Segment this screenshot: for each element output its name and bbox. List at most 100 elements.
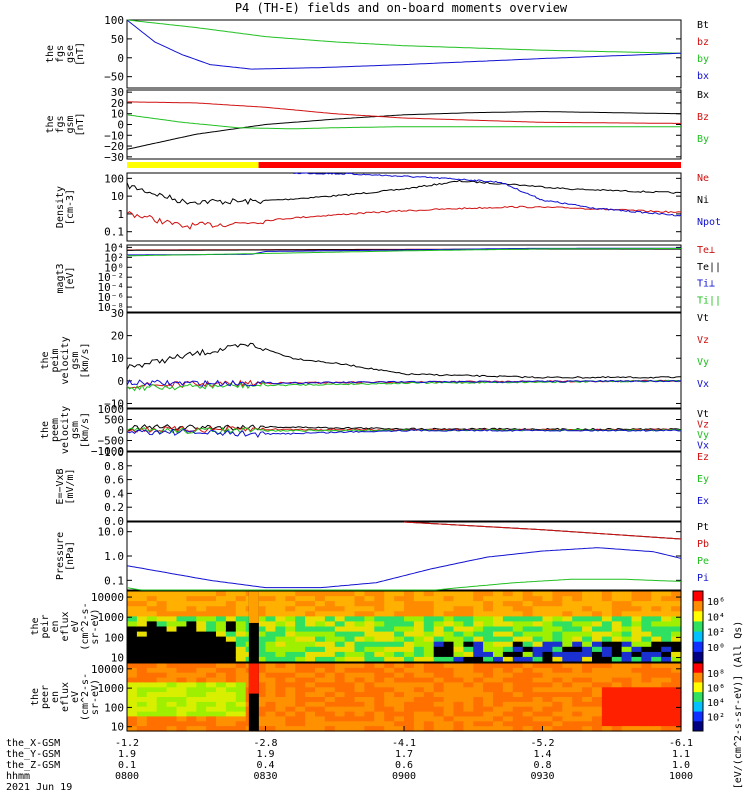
heatmap-cell <box>206 626 217 633</box>
heatmap-cell <box>651 706 662 713</box>
heatmap-cell <box>285 677 296 684</box>
legend-ne: Ne <box>697 173 709 184</box>
y-axis-label: peim <box>50 348 61 372</box>
heatmap-cell <box>295 663 306 669</box>
heatmap-cell <box>463 682 474 688</box>
heatmap-cell <box>552 706 563 713</box>
heatmap-cell <box>611 726 623 732</box>
heatmap-cell <box>552 636 563 643</box>
heatmap-cell <box>324 667 336 674</box>
heatmap-cell <box>275 646 286 653</box>
heatmap-cell <box>127 682 138 688</box>
heatmap-cell <box>146 701 158 708</box>
heatmap-cell <box>413 626 425 633</box>
heatmap-cell <box>206 646 217 653</box>
heatmap-cell <box>463 687 474 693</box>
y-tick-label: 10⁻⁴ <box>98 281 125 294</box>
heatmap-cell <box>166 711 178 718</box>
heatmap-cell <box>315 621 326 628</box>
heatmap-cell <box>136 687 148 693</box>
heatmap-cell <box>512 636 524 643</box>
heatmap-cell <box>661 626 672 633</box>
heatmap-cell <box>295 656 306 663</box>
heatmap-cell <box>156 656 168 663</box>
heatmap-cell <box>334 651 346 658</box>
heatmap-cell <box>601 591 613 597</box>
colorbar-tick: 10⁴ <box>707 612 725 623</box>
heatmap-cell <box>582 641 593 648</box>
heatmap-cell <box>562 711 573 718</box>
heatmap-cell <box>146 721 158 727</box>
heatmap-cell <box>295 641 306 648</box>
heatmap-cell <box>601 651 613 658</box>
heatmap-cell <box>671 596 682 602</box>
series-ti <box>127 248 681 257</box>
heatmap-cell <box>532 667 544 674</box>
heatmap-cell <box>542 711 553 718</box>
heatmap-cell <box>542 663 553 669</box>
y-tick-label: −500 <box>98 435 125 448</box>
heatmap-cell <box>493 682 504 688</box>
legend-vt: Vt <box>697 409 709 420</box>
heatmap-cell <box>354 677 365 684</box>
heatmap-cell <box>542 591 553 597</box>
heatmap-cell <box>582 692 593 698</box>
heatmap-cell <box>463 651 474 658</box>
heatmap-cell <box>582 663 593 669</box>
heatmap-cell <box>394 706 405 713</box>
heatmap-cell <box>463 596 474 602</box>
heatmap-cell <box>186 651 197 658</box>
heatmap-cell <box>433 711 445 718</box>
heatmap-cell <box>265 651 276 658</box>
heatmap-cell <box>473 611 484 617</box>
heatmap-cell <box>127 636 138 643</box>
heatmap-cell <box>315 626 326 633</box>
heatmap-cell <box>611 611 623 617</box>
heatmap-cell <box>413 711 425 718</box>
heatmap-cell <box>384 677 395 684</box>
heatmap-cell <box>552 606 563 612</box>
heatmap-cell <box>512 626 524 633</box>
heatmap-cell <box>611 641 623 648</box>
heatmap-cell <box>443 656 455 663</box>
heatmap-cell <box>522 611 534 617</box>
heatmap-cell <box>611 651 623 658</box>
heatmap-cell <box>384 606 395 612</box>
heatmap-cell <box>216 641 227 648</box>
heatmap-cell <box>334 706 346 713</box>
heatmap-cell <box>186 667 197 674</box>
heatmap-cell <box>136 692 148 698</box>
heatmap-cell <box>275 682 286 688</box>
heatmap-cell <box>463 692 474 698</box>
heatmap-cell <box>502 621 514 628</box>
heatmap-cell <box>532 697 544 703</box>
heatmap-cell <box>324 711 336 718</box>
heatmap-cell <box>453 616 464 623</box>
heatmap-cell <box>493 626 504 633</box>
heatmap-cell <box>601 687 613 693</box>
heatmap-cell <box>542 726 553 732</box>
heatmap-cell <box>443 677 455 684</box>
heatmap-cell <box>344 682 356 688</box>
heatmap-cell <box>661 631 672 638</box>
heatmap-cell <box>225 701 237 708</box>
heatmap-cell <box>532 656 544 663</box>
heatmap-cell <box>285 687 296 693</box>
heatmap-cell <box>216 663 227 669</box>
heatmap-cell <box>631 726 642 732</box>
legend-ey: Ey <box>697 474 709 485</box>
heatmap-cell <box>235 697 247 703</box>
heatmap-cell <box>374 711 385 718</box>
heatmap-cell <box>235 641 247 648</box>
heatmap-cell <box>265 596 276 602</box>
y-tick-label: 0.1 <box>104 574 124 587</box>
colorbar-swatch <box>693 682 703 693</box>
y-axis-label: [eV] <box>65 266 76 290</box>
heatmap-cell <box>423 711 435 718</box>
heatmap-cell <box>423 611 435 617</box>
heatmap-cell <box>592 591 603 597</box>
heatmap-cell <box>374 682 385 688</box>
heatmap-cell <box>413 692 425 698</box>
heatmap-cell <box>542 616 553 623</box>
